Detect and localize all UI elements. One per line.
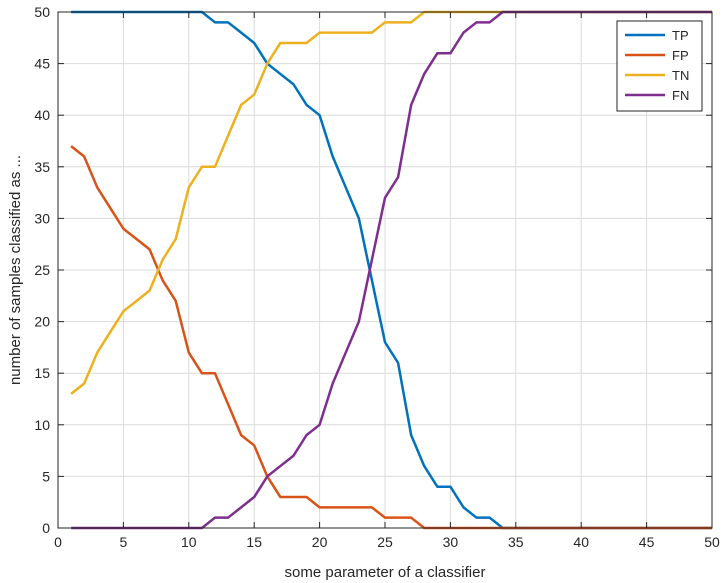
y-tick-label: 30 [34, 210, 50, 226]
x-tick-label: 20 [312, 534, 328, 550]
legend-label: FN [672, 88, 689, 103]
x-tick-label: 5 [120, 534, 128, 550]
legend-label: TN [672, 68, 689, 83]
x-tick-label: 45 [639, 534, 655, 550]
legend-label: FP [672, 48, 689, 63]
y-tick-label: 20 [34, 314, 50, 330]
y-axis-label: number of samples classified as ... [7, 155, 24, 385]
y-tick-label: 35 [34, 159, 50, 175]
legend-label: TP [672, 28, 689, 43]
y-tick-label: 45 [34, 56, 50, 72]
x-tick-label: 10 [181, 534, 197, 550]
x-tick-label: 0 [54, 534, 62, 550]
x-axis-label: some parameter of a classifier [285, 564, 486, 581]
x-tick-label: 40 [573, 534, 589, 550]
y-tick-label: 40 [34, 107, 50, 123]
y-tick-label: 10 [34, 417, 50, 433]
x-tick-label: 50 [704, 534, 720, 550]
x-tick-label: 25 [377, 534, 393, 550]
x-tick-label: 15 [246, 534, 262, 550]
y-tick-label: 50 [34, 4, 50, 20]
y-tick-label: 5 [42, 468, 50, 484]
x-tick-label: 30 [443, 534, 459, 550]
x-tick-label: 35 [508, 534, 524, 550]
y-tick-label: 25 [34, 262, 50, 278]
axis-ticks: 0 5 10 15 20 25 30 35 40 45 50 0 5 10 15 20 25 30 35 40 45 50 [34, 4, 720, 550]
y-tick-label: 15 [34, 365, 50, 381]
y-tick-label: 0 [42, 520, 50, 536]
legend: TP FP TN FN [616, 20, 703, 112]
